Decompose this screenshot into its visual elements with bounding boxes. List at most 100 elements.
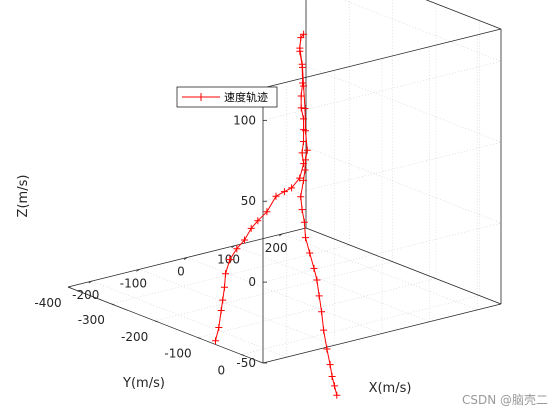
data-point-marker: [301, 105, 309, 112]
data-point-marker: [297, 193, 305, 201]
y-tick-label: -400: [34, 296, 61, 310]
x-tick-mark: [183, 257, 188, 260]
data-point-marker: [298, 206, 306, 214]
grid-line-floor-x: [282, 233, 478, 311]
data-point-marker: [300, 218, 308, 226]
z-axis-label: Z(m/s): [16, 175, 31, 218]
data-point-marker: [300, 82, 308, 90]
data-point-marker: [212, 337, 219, 345]
data-point-marker: [299, 63, 306, 71]
x-tick-mark: [231, 245, 235, 249]
data-point-marker: [310, 264, 318, 272]
grid-line-back-z: [262, 61, 502, 121]
tick-labels: -200-10001002000-100-200-300-400-5005010…: [34, 113, 287, 377]
data-point-marker: [302, 127, 309, 135]
data-point-marker: [303, 146, 311, 154]
data-point-marker: [226, 256, 234, 264]
grid-line-floor-y: [154, 261, 393, 322]
data-point-marker: [215, 324, 223, 331]
data-point-marker: [296, 174, 304, 182]
grid-line-side-z: [305, 146, 502, 224]
data-point-marker: [233, 245, 241, 253]
data-point-marker: [241, 236, 248, 244]
x-tick-label: -100: [120, 276, 147, 290]
data-point-marker: [331, 382, 338, 390]
data-point-marker: [297, 92, 305, 100]
axes-edge: [262, 303, 502, 364]
x-axis-label: X(m/s): [369, 381, 412, 396]
axes-edge: [425, 0, 502, 30]
grid-line-floor-x: [91, 280, 287, 358]
watermark: CSDN @脑壳二: [462, 393, 548, 407]
data-point-marker: [296, 47, 304, 55]
x-tick-label: 200: [265, 241, 288, 255]
x-tick-mark: [136, 268, 140, 272]
grid-line-back-z: [262, 222, 502, 283]
legend: 速度轨迹: [176, 86, 278, 108]
data-point-marker: [318, 308, 326, 316]
data-point-marker: [272, 192, 280, 200]
data-point-marker: [217, 307, 225, 314]
y-tick-label: -100: [164, 347, 191, 361]
x-tick-mark: [88, 280, 93, 284]
x-tick-mark: [278, 233, 283, 237]
data-point-marker: [320, 326, 328, 334]
data-point-marker: [300, 138, 307, 145]
data-point-marker: [254, 217, 262, 225]
data-point-marker: [333, 391, 341, 399]
series-line: [212, 30, 341, 399]
x-tick-label: -200: [72, 288, 99, 302]
y-tick-label: -300: [78, 313, 105, 327]
data-point-marker: [323, 345, 331, 353]
x-tick-label: 0: [177, 265, 185, 279]
data-point-marker: [221, 283, 228, 291]
legend-marker-swatch: [197, 93, 205, 101]
y-tick-mark: [241, 354, 245, 356]
z-tick-label: 0: [248, 275, 256, 289]
data-point-marker: [328, 373, 336, 380]
y-tick-mark: [197, 337, 202, 340]
grid-line-floor-x: [186, 257, 383, 334]
data-point-marker: [222, 270, 229, 278]
data-point-marker: [288, 184, 296, 192]
grid-line-side-z: [342, 0, 502, 62]
grid-line-floor-x: [234, 245, 430, 322]
y-tick-mark: [154, 320, 158, 323]
series-line-path: [299, 51, 338, 396]
grid-line-floor-x: [139, 269, 335, 346]
data-point-marker: [298, 149, 306, 157]
grid-line-side-z: [305, 65, 502, 143]
data-point-marker: [300, 160, 308, 168]
y-tick-label: -200: [121, 330, 148, 344]
series-line-path: [215, 33, 305, 341]
axes-edge: [67, 286, 264, 364]
grid-line-back-z: [262, 141, 502, 202]
data-point-marker: [280, 188, 288, 196]
data-point-marker: [299, 79, 307, 87]
data-point-marker: [300, 176, 307, 184]
legend-entry-label: 速度轨迹: [224, 90, 268, 104]
z-tick-label: 50: [241, 194, 256, 208]
data-point-marker: [302, 156, 309, 164]
y-tick-label: 0: [218, 364, 226, 378]
data-point-marker: [300, 115, 307, 123]
z-tick-label: 100: [233, 113, 256, 127]
grid-line-floor-y: [197, 278, 437, 338]
y-tick-mark: [67, 286, 72, 289]
z-tick-label: -50: [236, 356, 256, 370]
axes-frame: [67, 0, 502, 364]
grid: [67, 0, 502, 364]
data-point-marker: [315, 292, 323, 300]
grid-line-floor-y: [241, 295, 480, 355]
data-point-marker: [302, 234, 309, 242]
axes-edge: [305, 227, 502, 305]
y-axis-label: Y(m/s): [122, 376, 165, 391]
legend-box: [176, 86, 278, 108]
data-point-marker: [297, 34, 305, 42]
data-point-marker: [313, 276, 321, 284]
data-point-marker: [301, 166, 309, 174]
data-point-marker: [247, 224, 255, 232]
y-tick-mark: [111, 303, 115, 306]
data-point-marker: [297, 104, 305, 112]
